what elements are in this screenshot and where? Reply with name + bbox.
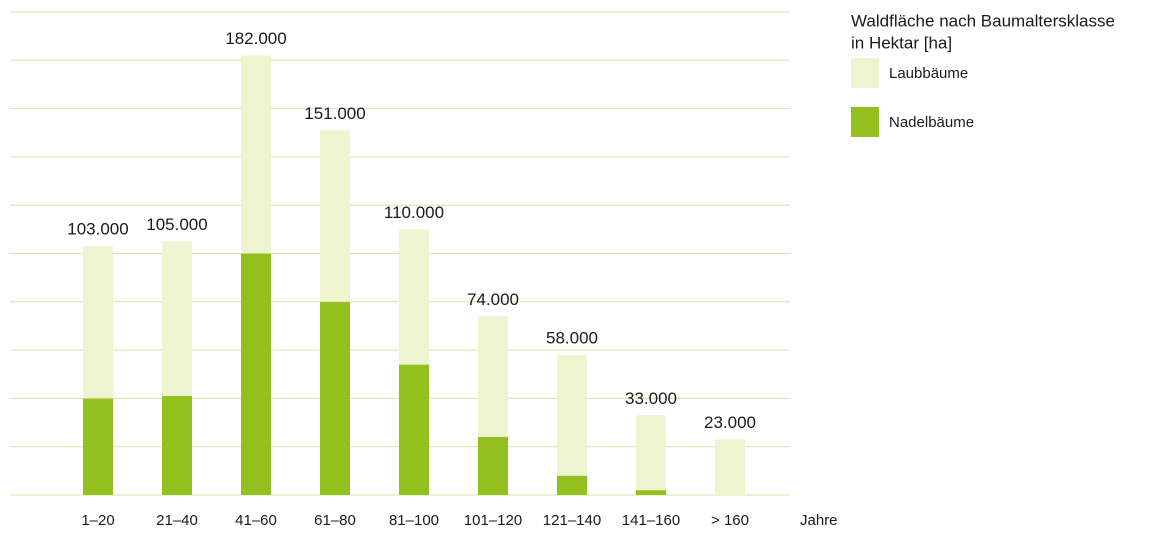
x-tick-label: 1–20 [81, 512, 114, 529]
bar-segment [241, 253, 271, 495]
legend-swatch [851, 58, 879, 88]
legend-title: Waldfläche nach Baumaltersklasse [851, 11, 1115, 30]
total-label: 105.000 [146, 215, 207, 234]
bar-segment [320, 130, 350, 302]
legend-swatch [851, 107, 879, 137]
x-tick-label: 121–140 [543, 512, 601, 529]
bar-segment [83, 398, 113, 495]
x-tick-label: 81–100 [389, 512, 439, 529]
legend-title: in Hektar [ha] [851, 33, 952, 52]
bar-segment [162, 241, 192, 396]
total-label: 58.000 [546, 328, 598, 347]
total-label: 182.000 [225, 29, 286, 48]
total-label: 110.000 [384, 203, 444, 222]
bar-segment [557, 354, 587, 476]
bar-segment [557, 475, 587, 495]
legend-label: Nadelbäume [889, 114, 974, 131]
bar-segment [478, 316, 508, 438]
total-label: 151.000 [304, 104, 365, 123]
x-tick-label: > 160 [711, 512, 749, 529]
x-tick-label: 141–160 [622, 512, 680, 529]
bar-segment [399, 364, 429, 495]
total-label: 103.000 [67, 220, 128, 239]
bar-segment [83, 246, 113, 399]
bar-segment [715, 439, 745, 495]
total-label: 23.000 [704, 413, 756, 432]
legend-label: Laubbäume [889, 65, 968, 82]
x-tick-label: 21–40 [156, 512, 198, 529]
x-tick-label: 101–120 [464, 512, 522, 529]
bar-segment [478, 437, 508, 495]
x-tick-label: 41–60 [235, 512, 277, 529]
x-tick-label: 61–80 [314, 512, 356, 529]
bar-segment [162, 395, 192, 495]
bar-segment [399, 229, 429, 365]
bar-segment [320, 301, 350, 495]
bar-segment [636, 415, 666, 491]
bar-segment [241, 55, 271, 254]
x-axis-label: Jahre [800, 512, 838, 529]
bar-segment [636, 490, 666, 495]
total-label: 33.000 [625, 389, 677, 408]
total-label: 74.000 [467, 290, 519, 309]
